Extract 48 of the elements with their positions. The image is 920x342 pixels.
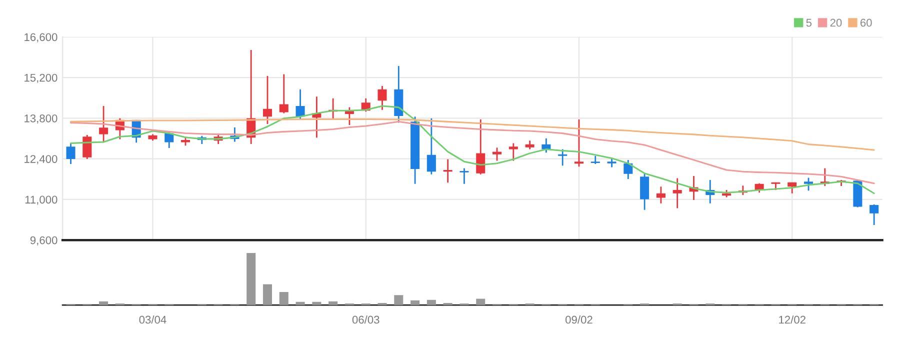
candlestick — [99, 105, 108, 144]
candlestick — [460, 168, 469, 185]
candlestick — [870, 204, 879, 226]
y-tick-label: 13,800 — [24, 114, 58, 124]
legend-label: 60 — [860, 18, 872, 27]
legend-label: 5 — [806, 18, 812, 27]
candlestick — [624, 159, 633, 180]
y-tick-label: 11,000 — [25, 196, 58, 205]
legend-label: 20 — [830, 18, 842, 27]
bar — [426, 300, 436, 306]
y-tick-label: 16,600 — [24, 33, 58, 42]
bar — [328, 301, 338, 306]
candlestick — [672, 178, 682, 209]
candlestick — [492, 146, 502, 162]
y-tick-label: 12,400 — [24, 155, 58, 164]
candlestick — [279, 74, 288, 114]
y-tick-label: 15,200 — [24, 74, 58, 84]
bar — [312, 302, 322, 306]
candlestick — [640, 172, 650, 211]
bar — [99, 301, 108, 306]
bar — [476, 298, 486, 306]
candlestick — [426, 118, 436, 176]
line-series — [70, 118, 875, 151]
y-tick-label: 9,600 — [30, 236, 58, 246]
bar — [378, 302, 387, 306]
candlestick — [82, 134, 92, 160]
candlestick — [804, 176, 814, 192]
candlestick — [296, 88, 305, 120]
bar — [296, 302, 305, 306]
x-tick-label: 03/04 — [139, 315, 166, 324]
x-tick-label: 06/03 — [352, 315, 380, 324]
candlestick — [443, 158, 452, 184]
bar — [262, 284, 272, 306]
candlestick — [378, 85, 387, 111]
bar — [394, 295, 404, 306]
candlestick — [262, 75, 272, 125]
bar — [246, 252, 256, 306]
bar — [443, 302, 452, 306]
candlestick — [508, 142, 518, 162]
bar — [410, 300, 420, 306]
candlestick — [476, 118, 486, 176]
candlestick — [66, 142, 76, 165]
candlestick — [574, 118, 584, 168]
bar — [279, 292, 288, 306]
x-tick-label: 12/02 — [779, 315, 806, 324]
candlestick — [656, 186, 666, 204]
x-tick-label: 09/02 — [566, 315, 592, 324]
candlestick — [558, 148, 568, 166]
